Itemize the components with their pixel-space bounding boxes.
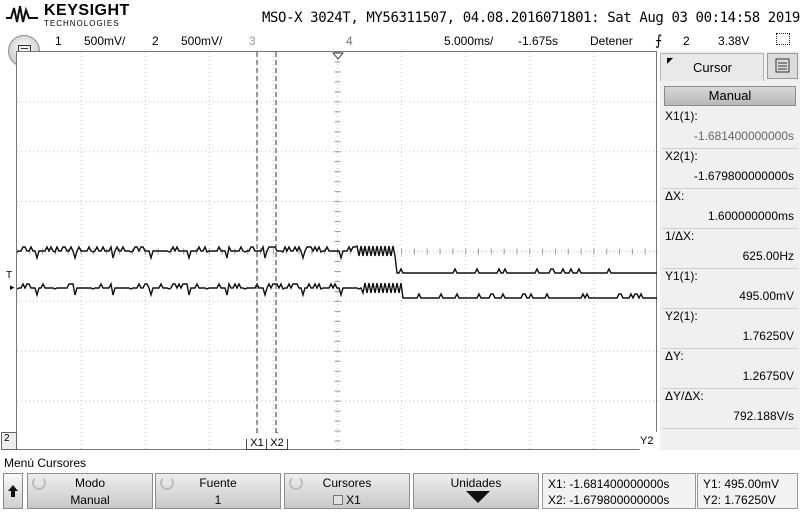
ch4-number[interactable]: 4 [346, 34, 353, 48]
readout-y1: Y1: 495.00mV [703, 477, 780, 491]
reading-inverse-delta-x: 1/ΔX: 625.00Hz [662, 229, 798, 269]
reading-label: X2(1): [665, 149, 698, 163]
reading-value: 1.600000000ms [707, 209, 794, 223]
checkbox-icon [333, 495, 344, 505]
ch2-number[interactable]: 2 [152, 34, 159, 48]
cursor-y-readout: Y1: 495.00mV Y2: 1.76250V [697, 473, 798, 509]
reading-value: 1.76250V [742, 329, 794, 343]
reading-value: 1.26750V [742, 369, 794, 383]
reading-value: -1.681400000000s [693, 129, 794, 143]
zoom-box-icon[interactable] [776, 33, 790, 45]
menu-icon [775, 58, 790, 73]
keysight-wave-icon [6, 5, 38, 23]
up-arrow-icon [8, 485, 18, 497]
brand-subtitle: TECHNOLOGIES [44, 19, 120, 28]
reading-label: ΔX: [665, 189, 685, 203]
rotate-knob-icon [289, 476, 303, 490]
ch1-number[interactable]: 1 [55, 34, 62, 48]
reading-value: -1.679800000000s [693, 169, 794, 183]
cursor-mode-button[interactable]: Manual [664, 86, 796, 106]
tab-cursor[interactable]: ◤ Cursor [660, 53, 764, 81]
reading-delta-x: ΔX: 1.600000000ms [662, 189, 798, 229]
reading-y2: Y2(1): 1.76250V [662, 309, 798, 349]
channel-status-bar: 1 500mV/ 2 500mV/ 3 4 5.000ms/ -1.675s D… [0, 31, 800, 51]
channel-2-trace [17, 281, 657, 300]
readout-y2: Y2: 1.76250V [703, 493, 776, 507]
timebase-scale[interactable]: 5.000ms/ [444, 34, 494, 48]
channel-1-trace [17, 244, 657, 274]
softkey-cursores-value-wrap: X1 [285, 493, 409, 507]
reading-delta-y: ΔY: 1.26750V [662, 349, 798, 389]
instrument-info: MSO-X 3024T, MY56311507, 04.08.201607180… [262, 10, 800, 26]
cursor-x2-label: X2 [270, 437, 284, 449]
cursor-x-readout: X1: -1.681400000000s X2: -1.679800000000… [542, 473, 696, 509]
trigger-level-marker: T [6, 270, 13, 281]
ch2-scale[interactable]: 500mV/ [181, 34, 223, 48]
reading-label: ΔY: [665, 349, 684, 363]
reading-x1: X1(1): -1.681400000000s [662, 109, 798, 149]
readout-x1: X1: -1.681400000000s [548, 477, 670, 491]
cursor-side-panel: ◤ Cursor Manual X1(1): -1.681400000000s … [660, 51, 800, 450]
softkey-cursores-value: X1 [346, 493, 361, 507]
softkey-unidades[interactable]: Unidades [413, 473, 539, 509]
tab-corner-icon: ◤ [667, 56, 674, 65]
softkey-cursores-label: Cursores [322, 476, 372, 490]
softkey-unidades-label: Unidades [450, 476, 502, 490]
softkey-modo[interactable]: Modo Manual [27, 473, 153, 509]
trigger-position-marker [331, 52, 345, 60]
down-arrow-icon [466, 491, 490, 503]
trigger-edge-icon: ⨍ [655, 32, 663, 48]
rotate-knob-icon [32, 476, 46, 490]
cursor-x2-handle[interactable]: X2 [266, 432, 288, 450]
timebase-delay[interactable]: -1.675s [518, 34, 559, 48]
waveform-graticule [17, 52, 658, 451]
ch3-number[interactable]: 3 [249, 34, 256, 48]
reading-slope: ΔY/ΔX: 792.188V/s [662, 389, 798, 429]
tab-menu[interactable] [767, 53, 798, 79]
reading-value: 495.00mV [739, 289, 794, 303]
softkey-modo-value: Manual [70, 493, 110, 507]
softkey-fuente[interactable]: Fuente 1 [155, 473, 281, 509]
reading-label: X1(1): [665, 109, 698, 123]
softkey-cursores[interactable]: Cursores X1 [284, 473, 410, 509]
brand-name: KEYSIGHT [44, 2, 130, 19]
reading-label: Y1(1): [665, 269, 698, 283]
cursor-y2-handle[interactable]: Y2 [633, 432, 657, 450]
softkey-modo-label: Modo [74, 476, 106, 490]
ch1-ground-marker: ▸ [10, 282, 15, 292]
cursor-y2-label: Y2 [640, 435, 654, 447]
trigger-source[interactable]: 2 [683, 34, 690, 48]
run-state[interactable]: Detener [590, 34, 633, 48]
reading-value: 625.00Hz [742, 249, 794, 263]
reading-label: Y2(1): [665, 309, 698, 323]
ch1-scale[interactable]: 500mV/ [84, 34, 126, 48]
reading-x2: X2(1): -1.679800000000s [662, 149, 798, 189]
softkey-fuente-value: 1 [214, 493, 222, 507]
menu-up-button[interactable] [3, 473, 23, 509]
ch2-offset-marker[interactable]: 2 [1, 432, 17, 450]
waveform-display[interactable]: T ▸ 2 X1 X2 Y2 [1, 51, 658, 451]
keysight-logo: KEYSIGHT TECHNOLOGIES [6, 2, 146, 30]
trigger-level[interactable]: 3.38V [718, 34, 750, 48]
cursor-x1-label: X1 [250, 437, 264, 449]
panel-tabs: ◤ Cursor [660, 51, 800, 81]
reading-label: ΔY/ΔX: [665, 389, 704, 403]
readout-x2: X2: -1.679800000000s [548, 493, 670, 507]
cursor-x1-handle[interactable]: X1 [246, 432, 268, 450]
tab-cursor-label: Cursor [693, 60, 733, 75]
reading-value: 792.188V/s [733, 409, 794, 423]
rotate-knob-icon [160, 476, 174, 490]
reading-y1: Y1(1): 495.00mV [662, 269, 798, 309]
reading-label: 1/ΔX: [665, 229, 695, 243]
softkey-menu-title: Menú Cursores [4, 456, 87, 470]
softkey-fuente-label: Fuente [199, 476, 237, 490]
